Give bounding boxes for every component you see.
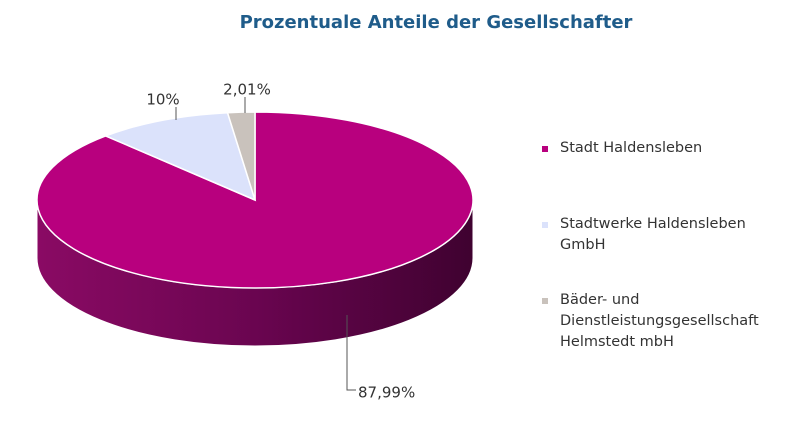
legend-swatch (542, 222, 548, 228)
pie-top (36, 111, 474, 289)
legend-label: Stadt Haldensleben (560, 138, 800, 159)
legend-label: Stadtwerke Haldensleben GmbH (560, 214, 800, 256)
legend-label-line: Bäder- und (560, 292, 640, 308)
legend-label-line: Stadt Haldensleben (560, 140, 703, 156)
pie-leader-line (346, 315, 356, 391)
legend-swatch (542, 298, 548, 304)
chart-title: Prozentuale Anteile der Gesellschafter (239, 12, 633, 33)
pie-slice (226, 111, 256, 201)
pie-data-label: 2,01% (223, 81, 271, 99)
legend-swatch (542, 146, 548, 152)
legend-label-line: Dienstleistungsgesellschaft (560, 313, 759, 329)
legend-label: Bäder- und Dienstleistungsgesellschaft Hel… (560, 290, 800, 353)
pie-leaders (175, 97, 356, 391)
legend-label-line: Helmstedt mbH (560, 334, 674, 350)
pie-slice (103, 111, 257, 202)
pie-labels: 87,99% 10% 2,01% (146, 81, 415, 402)
legend-label-line: GmbH (560, 237, 606, 253)
legend-label-line: Stadtwerke Haldensleben (560, 216, 746, 232)
pie-data-label: 87,99% (358, 384, 415, 402)
pie-data-label: 10% (146, 91, 179, 109)
